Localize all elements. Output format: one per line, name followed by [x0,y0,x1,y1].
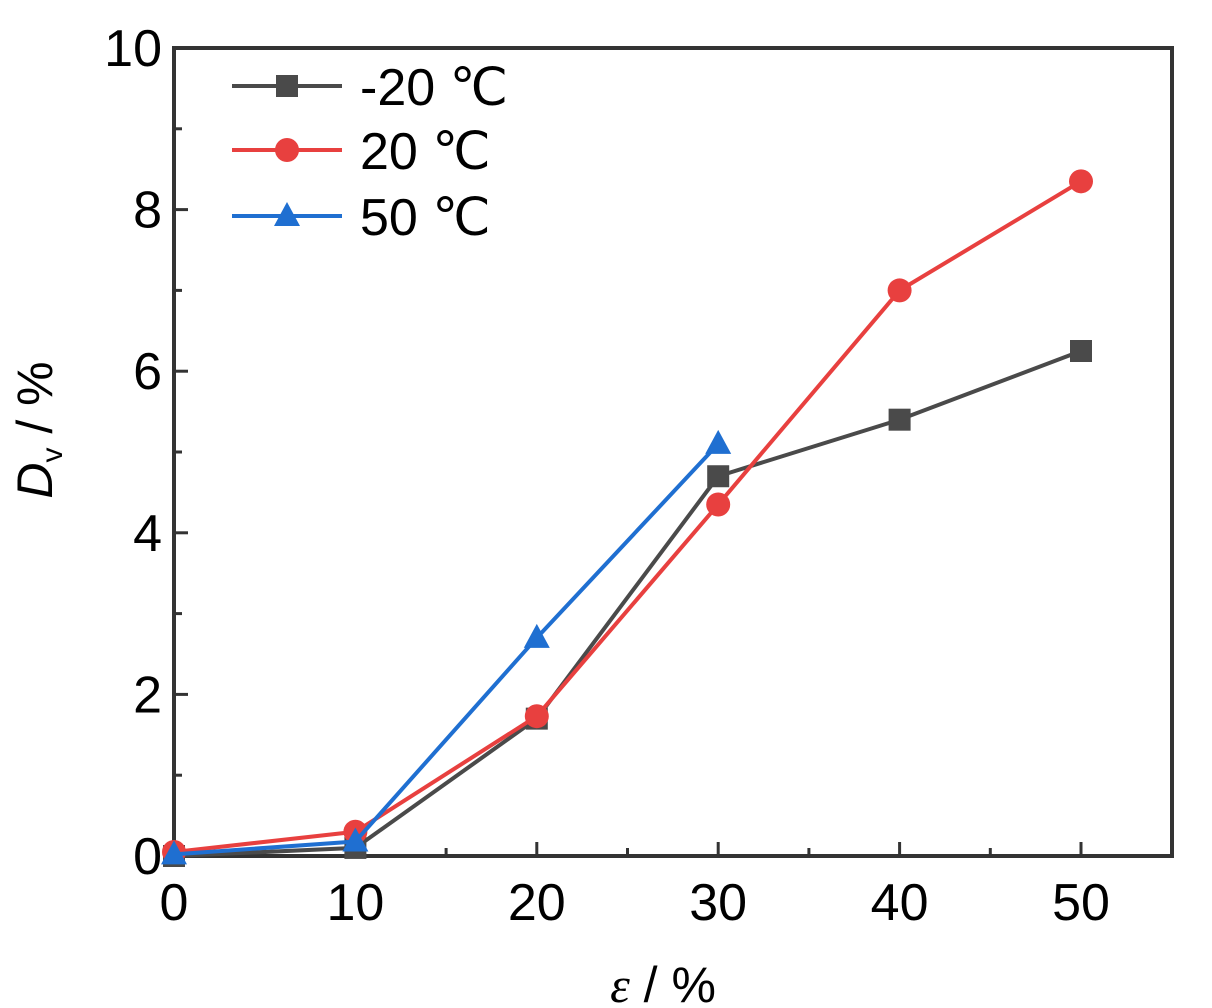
data-point [1069,169,1093,194]
legend-item: -20 ℃ [232,59,508,117]
legend-label: 20 ℃ [360,123,491,181]
legend-marker [275,138,299,162]
data-point [1070,340,1092,362]
data-point [888,408,911,431]
data-point [524,704,549,729]
x-tick-label: 10 [326,874,384,932]
y-axis-subscript: v [36,448,69,463]
x-axis-symbol: ε [610,957,630,1008]
legend-item: 20 ℃ [232,123,491,181]
y-tick-label: 6 [133,343,162,401]
x-tick-label: 20 [508,874,566,932]
y-tick-label: 4 [133,505,162,563]
plot-frame [172,46,1174,858]
y-tick-label: 8 [133,182,162,240]
legend-label: -20 ℃ [360,59,508,117]
series-layer [161,169,1093,867]
x-axis-unit: / % [630,957,716,1008]
series-0 [163,340,1092,867]
y-axis-unit: / % [7,361,63,447]
legend-marker [274,202,300,226]
y-axis-title: Dv / % [7,361,69,498]
legend-marker [276,75,298,97]
series-line [173,349,1082,858]
data-point [705,429,732,454]
legend-label: 50 ℃ [360,189,491,247]
y-tick-label: 2 [133,666,162,724]
axis-ticks [172,46,1083,858]
data-point [706,492,731,517]
legend-item: 50 ℃ [232,189,491,247]
x-tick-label: 40 [871,874,929,932]
y-tick-label: 10 [104,20,162,78]
x-axis-title: ε / % [610,957,716,1008]
data-point [887,278,912,303]
data-point [342,827,369,852]
series-line [173,179,1083,854]
x-tick-label: 30 [689,874,747,932]
data-point [523,623,550,648]
y-axis-symbol: D [7,463,63,499]
data-point [161,840,187,865]
series-1 [162,169,1093,864]
y-tick-label: 0 [133,828,162,886]
tick-labels: 0 10 20 30 40 50 0 2 4 6 8 10 [104,20,1110,932]
series-2 [161,429,732,865]
data-point [707,465,730,488]
x-tick-label: 50 [1052,874,1110,932]
x-tick-label: 0 [160,874,189,932]
series-line [173,442,720,857]
legend: -20 ℃ 20 ℃ 50 ℃ [232,59,508,247]
